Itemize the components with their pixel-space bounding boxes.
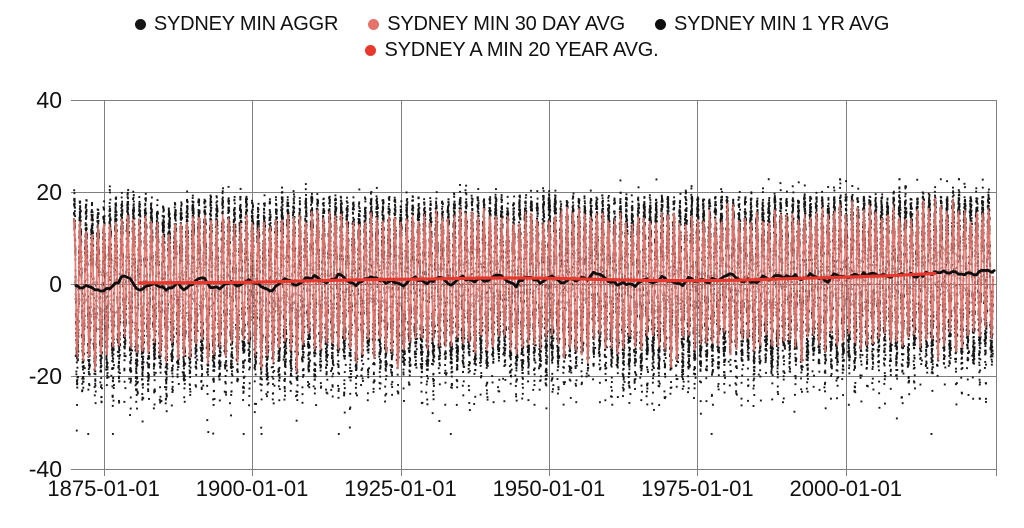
y-tick-label: 20 [36,179,62,206]
legend-item-1-yr-avg: SYDNEY MIN 1 YR AVG [655,13,889,36]
legend-row-2: SYDNEY A MIN 20 YEAR AVG. [365,39,659,62]
y-tick-label: -40 [28,455,62,482]
x-tick-label: 1975-01-01 [641,476,754,501]
legend: SYDNEY MIN AGGR SYDNEY MIN 30 DAY AVG SY… [0,13,1024,62]
legend-item-min-aggr: SYDNEY MIN AGGR [134,13,339,36]
x-tick-label: 1950-01-01 [492,476,606,501]
legend-dot-icon-1-yr-avg [655,19,667,30]
legend-dot-icon-min-aggr [134,19,146,30]
y-tick-label: 40 [36,87,62,113]
legend-row-1: SYDNEY MIN AGGR SYDNEY MIN 30 DAY AVG SY… [134,13,889,36]
x-tick-label: 1900-01-01 [195,476,309,501]
x-tick-label: 1875-01-01 [47,476,160,501]
legend-label-1-yr-avg: SYDNEY MIN 1 YR AVG [674,13,890,35]
legend-item-30-day-avg: SYDNEY MIN 30 DAY AVG [368,13,625,36]
x-tick-label: 2000-01-01 [789,476,903,501]
legend-item-20-year-avg: SYDNEY A MIN 20 YEAR AVG. [365,39,659,62]
y-tick-label: 0 [49,271,62,298]
legend-label-30-day-avg: SYDNEY MIN 30 DAY AVG [387,13,626,35]
legend-dot-icon-20-year-avg [365,45,377,56]
y-tick-label: -20 [28,363,62,390]
legend-label-20-year-avg: SYDNEY A MIN 20 YEAR AVG. [384,39,659,61]
x-tick-label: 1925-01-01 [344,476,457,501]
legend-dot-icon-30-day-avg [368,19,380,30]
legend-label-min-aggr: SYDNEY MIN AGGR [153,13,339,35]
